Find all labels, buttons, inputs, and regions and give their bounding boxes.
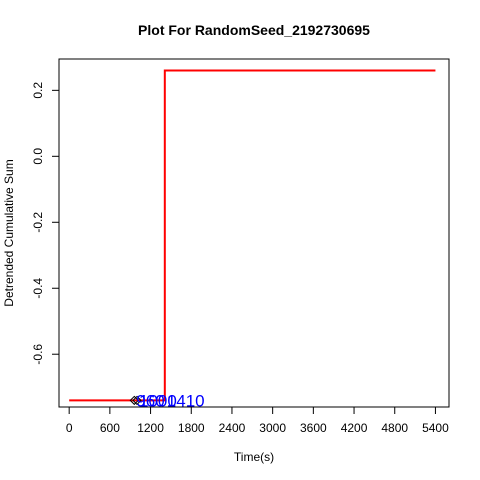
series-layer (69, 69, 436, 402)
y-tick-label: -0.2 (31, 212, 45, 233)
x-axis-title: Time(s) (234, 450, 274, 464)
x-tick-label: 600 (100, 421, 120, 435)
series-line (69, 69, 436, 402)
y-tick-label: 0.2 (31, 82, 45, 99)
plot-frame (58, 58, 450, 408)
x-tick-label: 3000 (259, 421, 286, 435)
y-axis-title: Detrended Cumulative Sum (2, 159, 16, 306)
point-label: 1000 (139, 391, 177, 410)
x-tick-label: 1200 (137, 421, 164, 435)
chart-title: Plot For RandomSeed_2192730695 (138, 22, 370, 38)
y-tick-label: -0.4 (31, 278, 45, 299)
x-tick-label: 5400 (422, 421, 449, 435)
x-tick-label: 3600 (300, 421, 327, 435)
y-tick-label: -0.6 (31, 344, 45, 365)
change-point-marker (132, 395, 142, 406)
x-tick-label: 0 (66, 421, 73, 435)
x-tick-label: 4800 (381, 421, 408, 435)
point-label: 1410 (167, 391, 205, 410)
x-tick-label: 2400 (219, 421, 246, 435)
point-label: 960 (136, 391, 164, 410)
y-axis: 0.2 0.0 -0.2 -0.4 -0.6 (31, 82, 60, 365)
y-tick-label: 0.0 (31, 148, 45, 165)
x-axis: 0 600 1200 1800 2400 3000 3600 4200 4800 5400 (66, 406, 449, 435)
x-tick-label: 1800 (178, 421, 205, 435)
marker-layer (129, 395, 142, 406)
change-point-marker (129, 395, 139, 406)
x-tick-label: 4200 (341, 421, 368, 435)
